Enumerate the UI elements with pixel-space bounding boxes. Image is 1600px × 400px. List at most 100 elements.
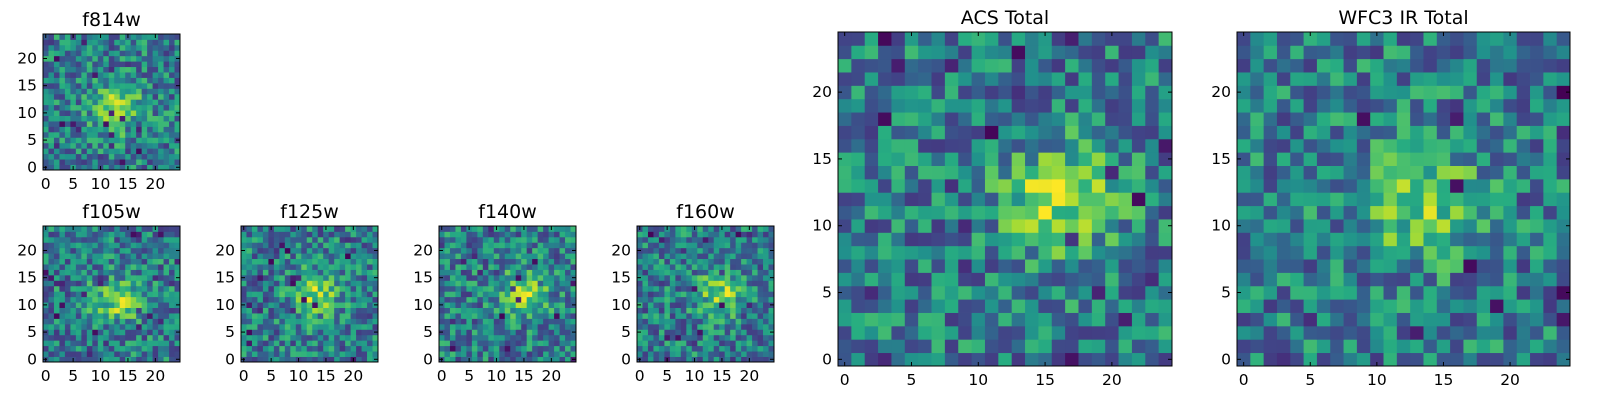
heatmap-cell [864, 138, 879, 153]
heatmap-cell [680, 264, 687, 270]
heatmap-cell [904, 152, 919, 166]
heatmap-cell [510, 253, 517, 260]
heatmap-cell [532, 247, 539, 254]
heatmap-cell [647, 226, 654, 232]
heatmap-cell [70, 142, 77, 149]
heatmap-cell [746, 236, 753, 243]
heatmap-cell [1025, 272, 1039, 287]
heatmap-cell [466, 280, 473, 287]
heatmap-cell [1356, 312, 1371, 327]
heatmap-cell [114, 258, 121, 265]
heatmap-cell [290, 356, 297, 363]
heatmap-cell [163, 126, 170, 133]
heatmap-cell [642, 351, 649, 357]
heatmap-cell [730, 356, 737, 363]
y-tick-label: 0 [27, 158, 37, 176]
heatmap-cell [1118, 259, 1133, 273]
heatmap-cell [958, 339, 972, 354]
heatmap-cell [1516, 85, 1531, 100]
heatmap-cell [548, 236, 555, 243]
heatmap-cell [532, 226, 539, 232]
heatmap-cell [169, 285, 175, 292]
heatmap-cell [1556, 325, 1571, 340]
heatmap-cell [130, 340, 137, 347]
heatmap-cell [1423, 312, 1438, 327]
heatmap-cell [147, 307, 153, 314]
heatmap-cell [904, 219, 919, 233]
heatmap-cell [86, 55, 93, 62]
heatmap-cell [697, 329, 704, 336]
heatmap-cell [119, 153, 126, 160]
heatmap-cell [515, 356, 522, 363]
heatmap-cell [1463, 312, 1478, 327]
heatmap-cell [746, 274, 753, 281]
heatmap-cell [1065, 98, 1079, 113]
heatmap-cell [86, 340, 93, 347]
heatmap-cell [466, 302, 473, 308]
heatmap-cell [108, 110, 115, 116]
heatmap-cell [119, 351, 126, 357]
heatmap-cell [246, 345, 253, 352]
heatmap-cell [251, 307, 258, 314]
heatmap-cell [532, 269, 539, 276]
heatmap-cell [537, 231, 544, 238]
heatmap-cell [317, 334, 324, 341]
heatmap-cell [444, 307, 451, 314]
heatmap-cell [53, 66, 60, 73]
heatmap-cell [119, 334, 126, 341]
heatmap-cell [262, 274, 269, 281]
heatmap-cell [691, 258, 698, 265]
heatmap-cell [482, 269, 489, 276]
heatmap-cell [268, 302, 275, 308]
heatmap-cell [768, 280, 775, 287]
heatmap-cell [108, 72, 115, 78]
heatmap-cell [713, 351, 720, 357]
heatmap-cell [482, 329, 489, 336]
heatmap-cell [86, 88, 93, 95]
heatmap-cell [1516, 299, 1531, 313]
heatmap-cell [971, 272, 986, 287]
heatmap-cell [548, 285, 555, 292]
heatmap-cell [891, 339, 906, 354]
heatmap-cell [119, 247, 126, 254]
heatmap-cell [1543, 352, 1558, 367]
heatmap-cell [763, 280, 769, 287]
heatmap-cell [92, 131, 99, 138]
heatmap-cell [482, 236, 489, 243]
heatmap-cell [686, 340, 693, 347]
heatmap-cell [152, 93, 159, 100]
heatmap-cell [268, 345, 275, 352]
heatmap-cell [1343, 138, 1358, 153]
heatmap-cell [984, 178, 999, 193]
heatmap-cell [891, 285, 906, 300]
heatmap-cell [984, 205, 999, 220]
heatmap-cell [1276, 285, 1291, 300]
heatmap-cell [697, 274, 704, 281]
heatmap-cell [1011, 58, 1026, 73]
heatmap-cell [1065, 219, 1079, 233]
heatmap-cell [119, 323, 126, 330]
heatmap-cell [559, 247, 566, 254]
y-tick-label: 15 [611, 269, 631, 287]
heatmap-cell [169, 345, 175, 352]
heatmap-cell [163, 61, 170, 68]
heatmap-cell [510, 302, 517, 308]
heatmap-cell [158, 307, 164, 314]
heatmap-cell [48, 345, 55, 352]
heatmap-cell [163, 148, 170, 155]
heatmap-cell [851, 245, 866, 260]
heatmap-cell [273, 334, 280, 341]
heatmap-cell [471, 318, 478, 325]
heatmap-cell [537, 269, 544, 276]
heatmap-cell [64, 323, 71, 330]
heatmap-cell [1410, 245, 1424, 260]
heatmap-cell [141, 334, 148, 341]
heatmap-cell [1290, 98, 1304, 113]
heatmap-cell [702, 345, 709, 352]
heatmap-cell [103, 291, 110, 298]
heatmap-cell [70, 340, 77, 347]
heatmap-cell [1423, 165, 1438, 180]
heatmap-cell [1543, 232, 1558, 247]
heatmap-cell [851, 85, 866, 100]
heatmap-cell [746, 313, 753, 319]
